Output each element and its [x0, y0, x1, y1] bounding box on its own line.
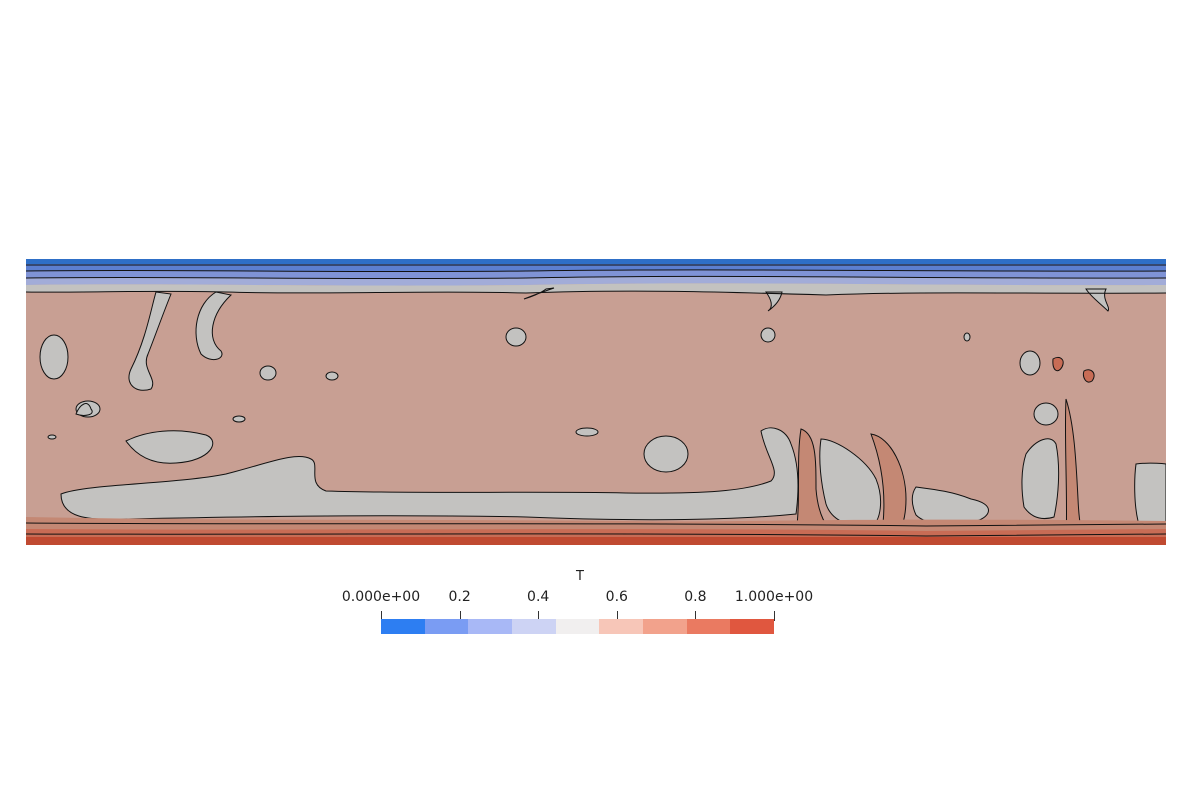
plume-mid-2	[765, 291, 783, 312]
colorbar-tick	[538, 611, 540, 621]
contour-line	[26, 269, 1166, 273]
colorbar-tick	[616, 611, 618, 621]
bubble	[1019, 350, 1041, 376]
colorbar-band	[686, 619, 731, 634]
colorbar-tick-label: 0.2	[448, 589, 471, 605]
bubble	[1033, 402, 1059, 426]
contour-line	[26, 290, 1166, 296]
colorbar-legend: T 0.000e+00 0.2 0.4 0.6 0.8 1.000e+00	[330, 565, 830, 645]
bubble	[575, 427, 599, 437]
plume-left-2	[195, 291, 233, 361]
colorbar-band	[555, 619, 600, 634]
colorbar-band	[424, 619, 469, 634]
colorbar-band	[381, 619, 426, 634]
bubble	[75, 403, 93, 416]
bubble	[325, 371, 339, 381]
bubble	[125, 430, 214, 464]
contour-line	[26, 275, 1166, 280]
hot-spot	[1083, 369, 1095, 383]
top-band-2	[26, 269, 1166, 279]
colorbar-tick-label: 0.8	[684, 589, 707, 605]
bubble	[39, 334, 69, 380]
top-band-dark	[26, 259, 1166, 265]
contour-line	[26, 522, 1166, 527]
plume-right-1	[1085, 288, 1110, 312]
top-band-1	[26, 264, 1166, 272]
colorbar-tick-label: 0.000e+00	[341, 589, 421, 605]
colorbar-band	[599, 619, 644, 634]
temperature-field	[26, 259, 1166, 545]
contour-line	[26, 533, 1166, 537]
bubble	[232, 415, 246, 423]
bottom-band-dark	[26, 537, 1166, 545]
colorbar-tick	[774, 611, 775, 621]
colorbar-band	[468, 619, 513, 634]
colorbar-band	[730, 619, 775, 634]
bubble	[47, 434, 57, 440]
lower-gray-tongue	[60, 427, 799, 521]
bubble	[760, 327, 776, 343]
bubble	[643, 435, 689, 473]
colorbar-tick	[381, 611, 382, 621]
colorbar-tick	[459, 611, 461, 621]
bubble	[963, 332, 971, 342]
colorbar-title: T	[576, 569, 584, 584]
colorbar-tick-label: 0.4	[527, 589, 550, 605]
colorbar-tick	[695, 611, 697, 621]
plume-far-right-lobe	[1021, 438, 1060, 520]
colorbar-tick-label: 0.6	[605, 589, 628, 605]
plume-left-1	[128, 291, 172, 391]
colorbar-band	[512, 619, 557, 634]
bubble	[505, 327, 527, 347]
colorbar-band	[643, 619, 688, 634]
bubble	[259, 365, 277, 381]
top-gray-band	[26, 283, 1166, 295]
hot-spot	[1052, 356, 1064, 372]
colorbar-tick-label: 1.000e+00	[734, 589, 814, 605]
